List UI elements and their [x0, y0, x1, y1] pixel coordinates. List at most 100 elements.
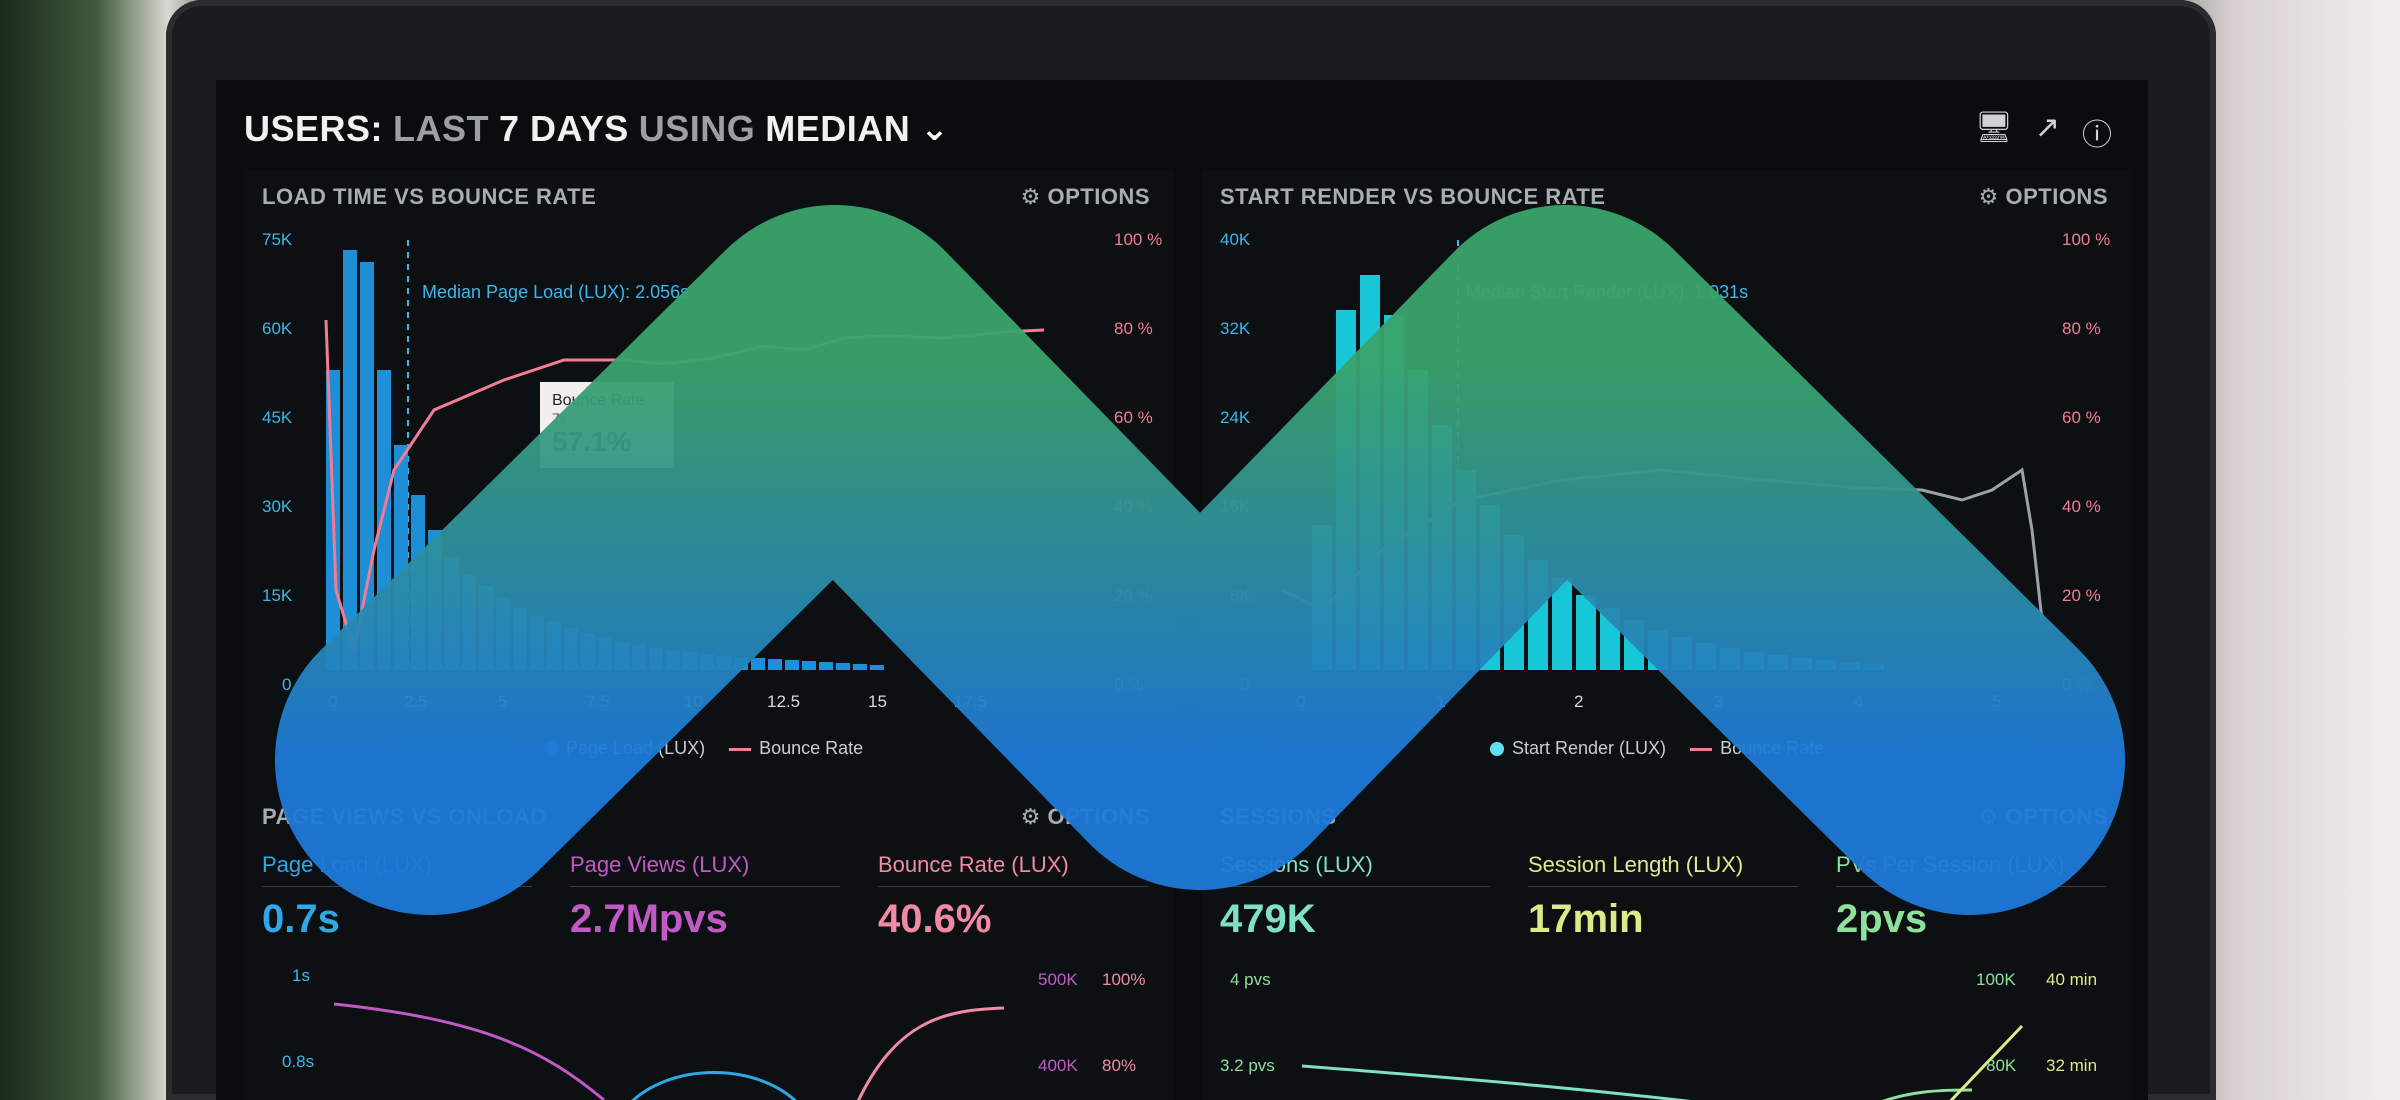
y-mid-tick: 400K: [1038, 1056, 1078, 1075]
y-tick: 75K: [262, 230, 293, 249]
options-button[interactable]: ⚙ OPTIONS: [1978, 184, 2108, 209]
histogram-bar: [666, 650, 680, 670]
histogram-bar: [1600, 608, 1620, 670]
histogram-bar: [428, 530, 442, 670]
y-tick: 0.8s: [282, 1052, 315, 1071]
y-right-tick: 0 %: [2062, 675, 2092, 694]
y-right-tick: 20 %: [2062, 586, 2101, 605]
histogram-bar: [1552, 578, 1572, 670]
legend-page-load[interactable]: Page Load (LUX): [544, 738, 705, 759]
histogram-bar: [1744, 652, 1764, 670]
histogram-bar: [1336, 310, 1356, 670]
help-icon[interactable]: ⓘ: [2082, 119, 2112, 152]
histogram-bar: [564, 628, 578, 670]
x-tick: 0: [328, 692, 338, 711]
y-tick: 40K: [1220, 230, 1251, 249]
y-mid-tick: 100K: [1976, 970, 2016, 989]
panel-load-time: LOAD TIME VS BOUNCE RATE ⚙ OPTIONS Media…: [244, 170, 1174, 810]
histogram-bar: [411, 495, 425, 670]
x-tick: 7.5: [586, 692, 610, 711]
histogram-bar: [802, 661, 816, 670]
histogram-bar: [1696, 643, 1716, 670]
histogram-bar: [853, 664, 867, 670]
legend-start-render[interactable]: Start Render (LUX): [1490, 738, 1666, 759]
tooltip-title: Bounce Rate: [552, 392, 645, 409]
x-tick: 17.5: [954, 692, 988, 711]
histogram-bar: [870, 665, 884, 670]
y-right-tick: 40 %: [1114, 497, 1153, 516]
x-tick: 15: [868, 692, 887, 711]
y-tick: 24K: [1220, 408, 1251, 427]
histogram-bar: [751, 658, 765, 670]
histogram-bar: [785, 660, 799, 670]
legend-bounce-rate[interactable]: Bounce Rate: [729, 738, 863, 759]
histogram-bar: [530, 616, 544, 670]
y-right-tick: 20 %: [1114, 586, 1153, 605]
options-button[interactable]: ⚙ OPTIONS: [1020, 184, 1150, 209]
histogram-bar: [1720, 648, 1740, 670]
histogram-bar: [1408, 370, 1428, 670]
panel-title: START RENDER VS BOUNCE RATE: [1220, 184, 1606, 209]
x-tick: 12.5: [767, 692, 801, 711]
histogram-bar: [1648, 630, 1668, 670]
histogram-bar: [734, 657, 748, 670]
histogram-bar: [513, 608, 527, 670]
histogram-bar: [1504, 535, 1524, 670]
tooltip-value: 57.1%: [552, 426, 632, 457]
y-tick: 16K: [1220, 497, 1251, 516]
histogram-bar: [581, 633, 595, 670]
y-tick: 4 pvs: [1230, 970, 1271, 989]
histogram-bar: [1816, 660, 1836, 670]
chart-legend: Start Render (LUX) Bounce Rate: [1490, 738, 1824, 759]
histogram-bar: [547, 622, 561, 670]
histogram-bar: [1840, 662, 1860, 670]
histogram-bar: [1576, 595, 1596, 670]
y-right-tick: 100%: [1102, 970, 1146, 989]
histogram-bar: [1432, 425, 1452, 670]
sessions-sparklines: [1301, 1024, 2024, 1100]
y-tick: 30K: [262, 497, 293, 516]
histogram-bar: [632, 645, 646, 670]
histogram-bar: [717, 656, 731, 670]
histogram-bar: [1360, 275, 1380, 670]
tooltip-sub: 7s: [552, 410, 567, 426]
title-median: MEDIAN: [765, 108, 911, 149]
x-tick: 3: [1714, 692, 1724, 711]
legend-label: Bounce Rate: [1720, 738, 1825, 758]
y-tick: 0: [282, 675, 292, 694]
options-label: OPTIONS: [2005, 184, 2108, 209]
y-right-tick: 40 min: [2046, 970, 2098, 989]
histogram-bar: [479, 586, 493, 670]
y-tick: 3.2 pvs: [1220, 1056, 1275, 1075]
monitor-icon[interactable]: 🖥: [1974, 111, 2013, 144]
y-tick: 1s: [292, 966, 310, 985]
chevron-down-icon[interactable]: ⌄: [920, 110, 950, 148]
legend-label: Start Render (LUX): [1512, 738, 1667, 758]
x-tick: 2.5: [404, 692, 428, 711]
histogram-bar: [700, 654, 714, 670]
legend-bounce-rate[interactable]: Bounce Rate: [1690, 738, 1824, 759]
histogram-bar: [598, 638, 612, 670]
dashboard-screen: USERS: LAST 7 DAYS USING MEDIAN ⌄ 🖥 ↗ ⓘ …: [216, 80, 2148, 1100]
x-tick: 5: [1992, 692, 2002, 711]
title-last: LAST: [393, 108, 490, 149]
y-tick: 8K: [1230, 586, 1251, 605]
y-right-tick: 60 %: [1114, 408, 1153, 427]
legend-label: Page Load (LUX): [566, 738, 706, 758]
histogram-bar: [1624, 620, 1644, 670]
histogram-bar: [1864, 664, 1884, 670]
share-icon[interactable]: ↗: [2034, 111, 2060, 144]
y-right-tick: 80 %: [1114, 319, 1153, 338]
panel-sessions: SESSIONS ⚙ OPTIONS Sessions (LUX) 479K S…: [1202, 790, 2132, 1100]
histogram-bar: [683, 652, 697, 670]
histogram-bar: [768, 659, 782, 670]
dashboard-title[interactable]: USERS: LAST 7 DAYS USING MEDIAN ⌄: [244, 108, 949, 150]
histogram-bar: [649, 648, 663, 670]
y-mid-tick: 80K: [1986, 1056, 2017, 1075]
histogram-bar: [615, 642, 629, 670]
options-label: OPTIONS: [1047, 184, 1150, 209]
histogram-bar: [377, 370, 391, 670]
y-tick: 45K: [262, 408, 293, 427]
histogram-bar: [394, 445, 408, 670]
histogram-bar: [1312, 525, 1332, 670]
